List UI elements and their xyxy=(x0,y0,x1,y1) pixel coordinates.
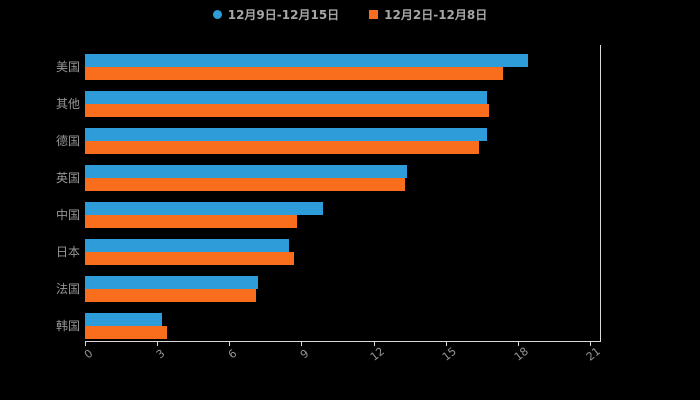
x-tick-label-0: 0 xyxy=(81,346,96,362)
bar-日本-12月2日-12月8日 xyxy=(85,252,295,265)
y-axis-label-美国: 美国 xyxy=(55,60,80,74)
x-axis-tick xyxy=(301,341,303,346)
x-axis-tick xyxy=(157,341,159,346)
legend-square-marker-icon xyxy=(369,10,379,19)
legend-circle-marker-icon xyxy=(212,10,222,19)
chart-legend: 12月9日-12月15日 12月2日-12月8日 xyxy=(0,6,700,23)
bar-德国-12月2日-12月8日 xyxy=(85,141,480,154)
y-axis-label-德国: 德国 xyxy=(55,134,80,148)
y-axis-label-韩国: 韩国 xyxy=(55,319,80,333)
legend-label-dec2-dec8: 12月2日-12月8日 xyxy=(384,8,488,22)
x-tick-label-12: 12 xyxy=(367,344,387,364)
y-axis-label-中国: 中国 xyxy=(55,208,80,222)
x-axis-tick xyxy=(229,341,231,346)
bar-韩国-12月2日-12月8日 xyxy=(85,326,167,339)
x-tick-label-3: 3 xyxy=(154,346,168,362)
bar-法国-12月2日-12月8日 xyxy=(85,289,256,302)
bar-其他-12月9日-12月15日 xyxy=(85,91,487,104)
y-axis-label-法国: 法国 xyxy=(55,282,80,296)
legend-item-dec2-dec8[interactable]: 12月2日-12月8日 xyxy=(369,6,487,23)
bar-英国-12月9日-12月15日 xyxy=(85,165,408,178)
x-axis-tick xyxy=(85,341,86,346)
legend-item-dec9-dec15[interactable]: 12月9日-12月15日 xyxy=(212,6,340,23)
y-axis-label-英国: 英国 xyxy=(55,171,80,185)
x-axis-tick xyxy=(590,341,591,346)
plot-area: 0 3 6 9 12 15 18 21 xyxy=(82,45,603,364)
bar-美国-12月2日-12月8日 xyxy=(85,67,504,80)
bar-德国-12月9日-12月15日 xyxy=(85,128,487,141)
bar-中国-12月9日-12月15日 xyxy=(85,202,324,215)
x-axis-tick xyxy=(445,341,447,346)
bar-其他-12月2日-12月8日 xyxy=(85,104,489,117)
bar-韩国-12月9日-12月15日 xyxy=(85,313,162,326)
bar-美国-12月9日-12月15日 xyxy=(85,54,528,67)
x-tick-label-18: 18 xyxy=(511,344,531,364)
legend-label-dec9-dec15: 12月9日-12月15日 xyxy=(227,8,340,22)
bar-中国-12月2日-12月8日 xyxy=(85,215,297,228)
x-tick-label-9: 9 xyxy=(298,346,312,362)
x-axis-tick xyxy=(373,341,375,346)
x-tick-label-6: 6 xyxy=(226,346,240,362)
bar-日本-12月9日-12月15日 xyxy=(85,239,290,252)
x-axis-tick xyxy=(517,341,519,346)
x-tick-label-21: 21 xyxy=(583,344,603,364)
y-axis-label-其他: 其他 xyxy=(55,97,80,111)
bar-英国-12月2日-12月8日 xyxy=(85,178,405,191)
bar-法国-12月9日-12月15日 xyxy=(85,276,259,289)
y-axis-label-日本: 日本 xyxy=(55,245,80,259)
x-tick-label-15: 15 xyxy=(439,344,459,364)
